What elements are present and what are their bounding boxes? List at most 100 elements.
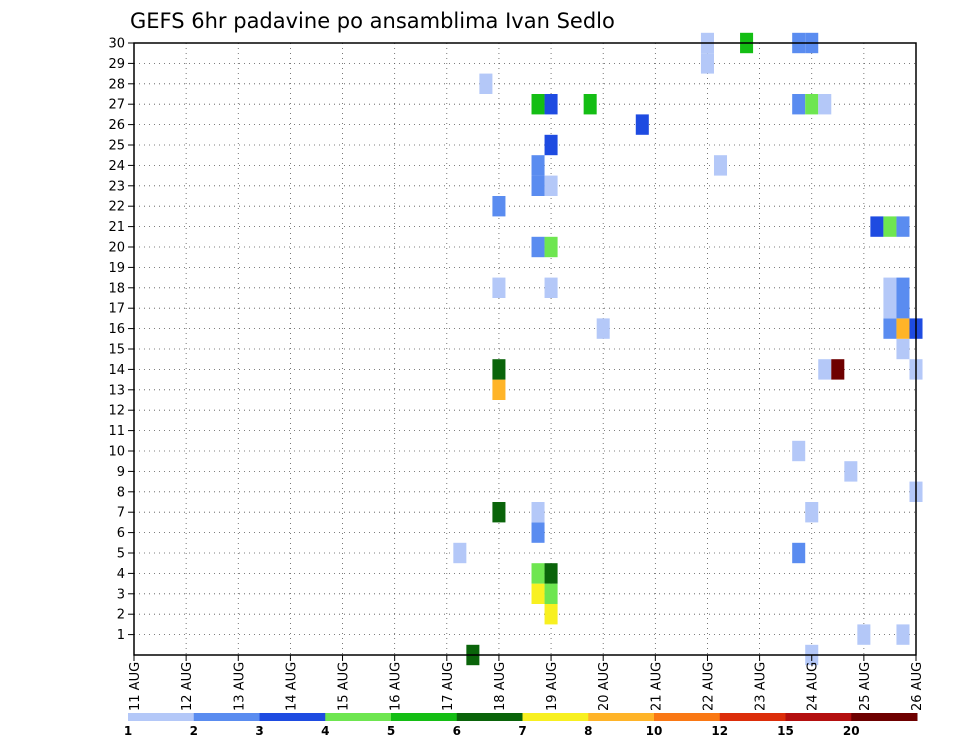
precip-cell xyxy=(635,114,649,135)
precip-cell xyxy=(544,277,558,298)
y-tick-label: 27 xyxy=(108,98,125,113)
precip-cell xyxy=(818,94,832,115)
precip-cell xyxy=(531,583,545,604)
y-tick-label: 16 xyxy=(108,322,125,337)
x-tick-label: 13 AUG xyxy=(232,662,247,711)
y-tick-label: 7 xyxy=(117,506,125,521)
y-tick-label: 30 xyxy=(108,37,125,52)
legend-label: 6 xyxy=(453,724,461,738)
y-tick-label: 4 xyxy=(117,567,125,582)
precip-cell xyxy=(883,298,897,319)
precip-cells xyxy=(453,32,923,666)
legend-swatch xyxy=(785,713,852,721)
x-tick-label: 15 AUG xyxy=(337,662,352,711)
grid-lines xyxy=(134,42,916,655)
precip-cell xyxy=(896,216,910,237)
x-tick-label: 18 AUG xyxy=(493,662,508,711)
legend-label: 20 xyxy=(843,724,860,738)
precip-cell xyxy=(896,624,910,645)
precip-cell xyxy=(805,94,819,115)
precip-cell xyxy=(531,155,545,176)
legend-swatch xyxy=(193,713,260,721)
precip-cell xyxy=(883,277,897,298)
precip-cell xyxy=(896,338,910,360)
precip-cell xyxy=(596,318,610,339)
precip-cell xyxy=(583,94,597,115)
precip-cell xyxy=(844,461,858,482)
legend-label: 1 xyxy=(124,724,132,738)
x-tick-label: 26 AUG xyxy=(910,662,925,711)
legend-swatch xyxy=(391,713,458,721)
legend-swatch xyxy=(522,713,589,721)
precip-cell xyxy=(531,94,545,115)
precip-cell xyxy=(792,542,806,564)
y-tick-label: 28 xyxy=(108,77,125,92)
legend-swatch xyxy=(719,713,786,721)
x-tick-label: 11 AUG xyxy=(128,662,143,711)
legend-label: 5 xyxy=(387,724,395,738)
x-tick-label: 25 AUG xyxy=(858,662,873,711)
legend-swatch xyxy=(851,713,918,721)
legend-swatch xyxy=(325,713,392,721)
precip-cell xyxy=(453,542,467,564)
precip-cell xyxy=(479,73,493,94)
precip-cell xyxy=(896,318,910,339)
y-tick-label: 19 xyxy=(108,261,125,276)
y-tick-label: 10 xyxy=(108,445,125,460)
precip-cell xyxy=(792,94,806,115)
y-tick-label: 13 xyxy=(108,383,125,398)
legend-swatch xyxy=(128,713,195,721)
precip-cell xyxy=(531,175,545,196)
y-axis: 1234567891011121314151617181920212223242… xyxy=(108,37,134,643)
legend-label: 10 xyxy=(646,724,663,738)
precip-cell xyxy=(857,624,871,645)
y-tick-label: 9 xyxy=(117,465,125,480)
x-tick-label: 14 AUG xyxy=(284,662,299,711)
precip-cell xyxy=(492,379,506,400)
precip-cell xyxy=(544,583,558,604)
precip-cell xyxy=(870,216,884,237)
y-tick-label: 12 xyxy=(108,404,125,419)
x-tick-label: 24 AUG xyxy=(806,662,821,711)
legend-label: 15 xyxy=(777,724,794,738)
precip-cell xyxy=(896,277,910,298)
precip-cell xyxy=(831,359,845,380)
y-tick-label: 17 xyxy=(108,302,125,317)
precip-cell xyxy=(544,563,558,584)
precip-cell xyxy=(792,440,806,462)
precip-cell xyxy=(700,53,714,74)
legend-swatch xyxy=(588,713,655,721)
y-tick-label: 2 xyxy=(117,608,125,623)
x-tick-label: 22 AUG xyxy=(701,662,716,711)
precip-cell xyxy=(531,236,545,258)
precip-cell xyxy=(492,502,506,523)
legend-label: 4 xyxy=(321,724,329,738)
legend-label: 2 xyxy=(190,724,198,738)
precip-cell xyxy=(544,134,558,156)
legend-label: 3 xyxy=(255,724,263,738)
y-tick-label: 14 xyxy=(108,363,125,378)
y-tick-label: 3 xyxy=(117,587,125,602)
y-tick-label: 1 xyxy=(117,628,125,643)
y-tick-label: 8 xyxy=(117,485,125,500)
precip-cell xyxy=(818,359,832,380)
color-legend: 1 2 3 4 5 6 7 8 10 12 15 20 xyxy=(124,713,918,738)
legend-label: 12 xyxy=(711,724,728,738)
y-tick-label: 22 xyxy=(108,200,125,215)
precip-cell xyxy=(805,502,819,523)
x-tick-label: 20 AUG xyxy=(597,662,612,711)
y-tick-label: 21 xyxy=(108,220,125,235)
precip-cell xyxy=(531,522,545,543)
y-tick-label: 18 xyxy=(108,281,125,296)
x-tick-label: 23 AUG xyxy=(754,662,769,711)
precip-cell xyxy=(544,236,558,258)
y-tick-label: 15 xyxy=(108,343,125,358)
x-tick-label: 21 AUG xyxy=(649,662,664,711)
x-tick-label: 16 AUG xyxy=(389,662,404,711)
precip-cell xyxy=(531,502,545,523)
precip-cell xyxy=(896,298,910,319)
x-axis: 11 AUG 12 AUG 13 AUG 14 AUG 15 AUG 16 AUG 17 A… xyxy=(128,655,925,711)
y-tick-label: 20 xyxy=(108,241,125,256)
precip-cell xyxy=(492,359,506,380)
x-tick-label: 17 AUG xyxy=(441,662,456,711)
